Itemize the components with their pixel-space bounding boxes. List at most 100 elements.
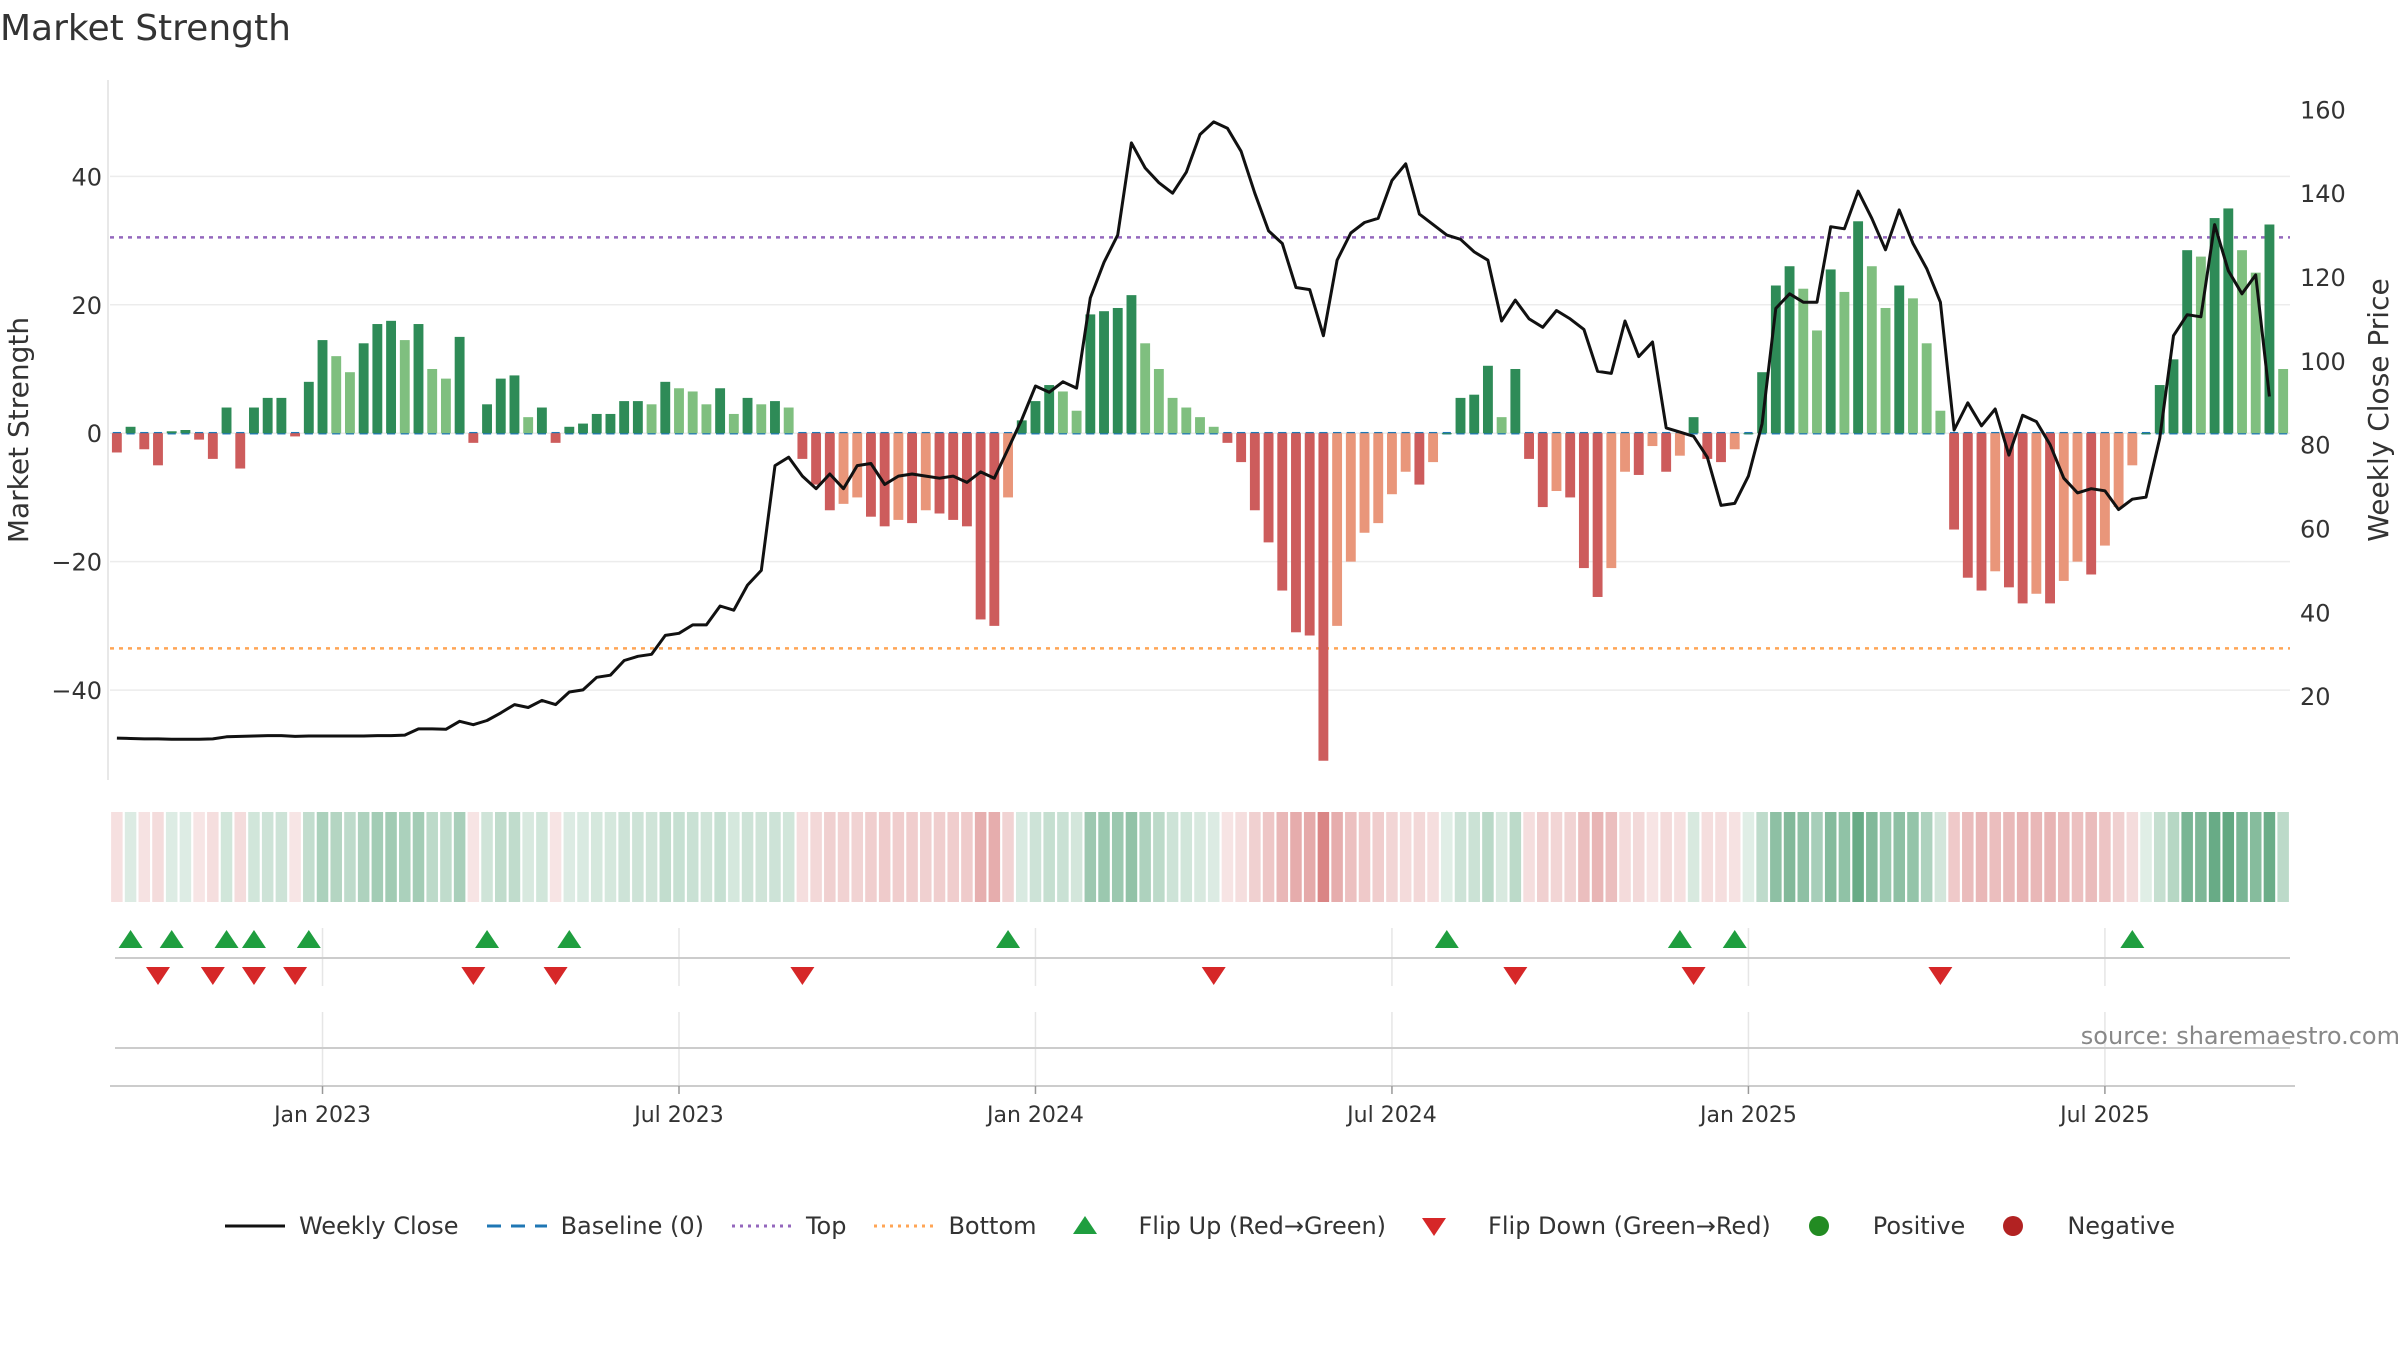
strip-cell xyxy=(494,812,507,902)
strength-bar xyxy=(125,426,136,434)
strip-cell xyxy=(961,812,973,902)
strength-bar xyxy=(742,397,753,434)
strength-bar xyxy=(728,413,739,434)
strength-bar xyxy=(1455,397,1466,434)
strength-bar xyxy=(1332,433,1343,626)
strength-bar xyxy=(440,378,451,434)
flip-down-marker xyxy=(790,967,815,985)
strip-cell xyxy=(686,812,699,902)
strip-cell xyxy=(1783,812,1796,902)
strength-bar xyxy=(1990,433,2001,572)
y2-tick-label: 100 xyxy=(2300,348,2346,376)
strip-cell xyxy=(1482,812,1494,902)
strength-bar xyxy=(1057,391,1068,434)
strength-bar xyxy=(1757,372,1768,434)
strength-bar xyxy=(262,397,273,434)
strength-bar xyxy=(1071,410,1082,434)
circle-red-icon xyxy=(2003,1216,2024,1236)
strip-cell xyxy=(1345,812,1357,902)
x-tick-label: Jan 2024 xyxy=(985,1103,1084,1128)
strip-cell xyxy=(1660,812,1672,902)
strip-cell xyxy=(1509,812,1522,902)
x-tick-label: Jul 2023 xyxy=(632,1103,724,1128)
strength-bar xyxy=(1825,269,1836,434)
strip-cell xyxy=(2099,812,2111,902)
strip-cell xyxy=(1756,812,1768,902)
strength-bar xyxy=(2141,433,2151,435)
strength-bar xyxy=(605,413,616,434)
strip-cell xyxy=(1920,812,1933,902)
strip-cell xyxy=(700,812,713,902)
strength-bar xyxy=(2182,250,2193,434)
strength-bar xyxy=(1674,433,1685,456)
circle-green-icon xyxy=(1808,1216,1829,1236)
strip-cell xyxy=(1770,812,1782,902)
strength-bar xyxy=(1263,433,1274,543)
strip-cell xyxy=(1619,812,1631,902)
strip-cell xyxy=(1728,812,1741,902)
strength-bar xyxy=(1524,433,1534,459)
strip-cell xyxy=(1139,812,1151,902)
strength-heat-strip xyxy=(111,812,2289,902)
strip-cell xyxy=(755,812,768,902)
y2-tick-label: 120 xyxy=(2300,264,2346,292)
flip-up-marker xyxy=(296,930,321,948)
strength-bar xyxy=(1578,433,1589,569)
legend-label: Positive xyxy=(1872,1212,1966,1240)
strength-bar xyxy=(345,372,355,434)
strip-cell xyxy=(1276,812,1289,902)
strength-bar xyxy=(139,433,150,450)
strength-bar xyxy=(2209,218,2220,434)
flip-up-marker xyxy=(241,930,266,948)
strip-cell xyxy=(2016,812,2029,902)
strength-bar xyxy=(153,433,163,466)
strip-cell xyxy=(344,812,356,902)
flip-down-marker xyxy=(241,967,266,985)
strip-cell xyxy=(1605,812,1618,902)
strip-cell xyxy=(1180,812,1193,902)
strength-bar xyxy=(632,401,643,434)
strength-bar xyxy=(303,381,314,434)
strip-cell xyxy=(1646,812,1659,902)
strength-bar xyxy=(194,433,205,440)
flip-up-marker xyxy=(475,930,500,948)
strip-cell xyxy=(714,812,726,902)
flip-up-marker xyxy=(159,930,184,948)
strip-cell xyxy=(974,812,987,902)
strip-cell xyxy=(357,812,370,902)
strength-bars xyxy=(111,208,2289,761)
y2-tick-label: 160 xyxy=(2300,96,2346,124)
strength-bar xyxy=(1812,330,1822,434)
strength-bar xyxy=(1770,285,1781,434)
strip-cell xyxy=(865,812,877,902)
strip-cell xyxy=(1989,812,2001,902)
strength-bar xyxy=(1003,433,1013,498)
strip-cell xyxy=(2112,812,2125,902)
strength-bar xyxy=(1798,288,1809,434)
strength-bar xyxy=(1030,401,1041,434)
strip-cell xyxy=(1701,812,1714,902)
strip-cell xyxy=(920,812,932,902)
strip-cell xyxy=(1591,812,1604,902)
strength-bar xyxy=(1016,420,1027,434)
strip-cell xyxy=(1207,812,1220,902)
strength-bar xyxy=(1318,433,1329,761)
strip-cell xyxy=(2140,812,2152,902)
strength-bar xyxy=(1592,433,1603,597)
strength-bar xyxy=(1167,397,1178,434)
strength-bar xyxy=(961,433,972,527)
strip-cell xyxy=(563,812,576,902)
strength-bar xyxy=(1345,433,1356,562)
flip-down-marker xyxy=(145,967,170,985)
strength-bar xyxy=(1853,221,1864,434)
strength-bar xyxy=(509,375,520,434)
strip-cell xyxy=(508,812,521,902)
strength-bar xyxy=(797,433,808,459)
strength-bar xyxy=(1949,433,1960,530)
strength-bar xyxy=(1661,433,1672,472)
strip-cell xyxy=(1372,812,1384,902)
flip-up-marker xyxy=(214,930,239,948)
strength-bar xyxy=(2250,272,2261,434)
strength-bar xyxy=(1126,295,1137,434)
